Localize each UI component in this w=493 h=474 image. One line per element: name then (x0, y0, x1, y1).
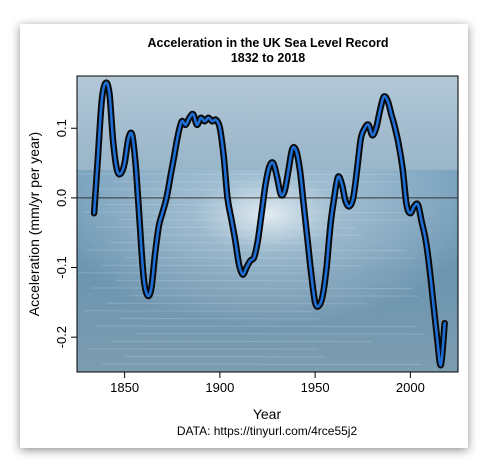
series-line (92, 81, 446, 367)
chart-title: Acceleration in the UK Sea Level Record (147, 36, 388, 50)
x-tick-label: 1950 (301, 380, 330, 395)
y-tick-label: -0.2 (54, 326, 69, 348)
sea-background (77, 76, 458, 372)
x-tick-label: 1850 (110, 380, 139, 395)
plot-frame (76, 75, 459, 373)
y-tick-label: 0.1 (54, 119, 69, 137)
x-tick-label: 2000 (396, 380, 425, 395)
series-line-group (90, 79, 448, 369)
y-tick-label: -0.1 (54, 256, 69, 278)
data-source: DATA: https://tinyurl.com/4rce55j2 (177, 424, 358, 438)
line-chart: Acceleration in the UK Sea Level Record … (26, 36, 459, 438)
y-tick-label: 0.0 (54, 189, 69, 207)
chart-subtitle: 1832 to 2018 (231, 51, 305, 65)
y-axis: -0.2 -0.1 0.0 0.1 (54, 119, 77, 348)
x-axis-label: Year (253, 406, 282, 422)
x-tick-label: 1900 (205, 380, 234, 395)
y-axis-label: Acceleration (mm/yr per year) (26, 132, 42, 316)
chart-card: Acceleration in the UK Sea Level Record … (20, 24, 468, 448)
x-axis: 1850 1900 1950 2000 (110, 372, 425, 395)
